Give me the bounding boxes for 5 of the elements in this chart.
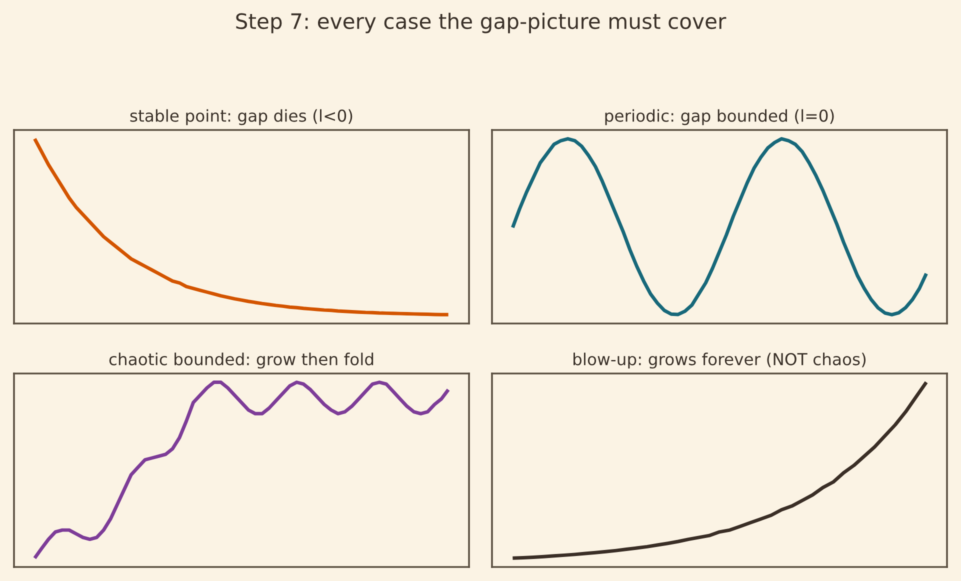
- chart-title: stable point: gap dies (l<0): [130, 109, 352, 126]
- chart-title: periodic: gap bounded (l=0): [605, 109, 834, 126]
- chart-title: blow-up: grows forever (NOT chaos): [574, 352, 866, 369]
- text: Step 7: every case the gap-picture must cover: [236, 12, 726, 34]
- chart-title: chaotic bounded: grow then fold: [109, 352, 374, 369]
